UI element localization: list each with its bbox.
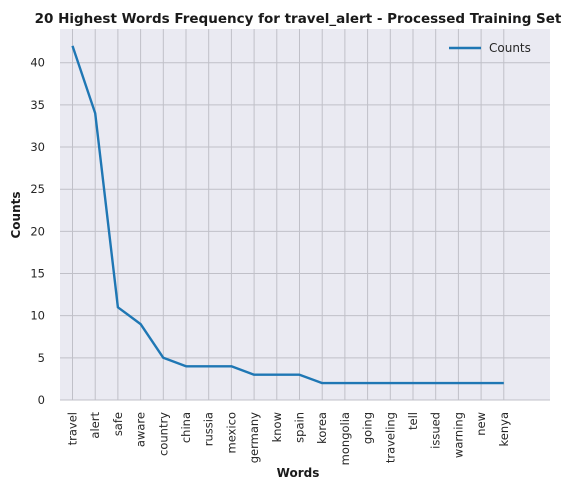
x-tick-label: warning xyxy=(451,412,465,458)
x-tick-label: mexico xyxy=(224,412,238,453)
x-tick-label: know xyxy=(270,412,284,442)
x-tick-label: traveling xyxy=(383,412,397,463)
y-tick-label: 30 xyxy=(30,140,45,154)
x-tick-label: country xyxy=(156,412,170,456)
x-axis-ticks: travel alert safe aware country china russia me… xyxy=(66,412,511,466)
x-tick-label: spain xyxy=(293,412,307,443)
x-tick-label: safe xyxy=(111,412,125,436)
x-axis-label: Words xyxy=(277,466,320,480)
x-tick-label: aware xyxy=(134,412,148,447)
series-line-counts xyxy=(71,45,504,385)
y-tick-label: 25 xyxy=(30,182,45,196)
y-tick-label: 15 xyxy=(30,267,45,281)
y-tick-label: 40 xyxy=(30,56,45,70)
x-tick-label: mongolia xyxy=(338,412,352,465)
y-axis-label: Counts xyxy=(9,191,23,238)
x-tick-label: kenya xyxy=(497,412,511,446)
x-tick-label: going xyxy=(361,412,375,444)
y-tick-label: 35 xyxy=(30,98,45,112)
x-tick-label: germany xyxy=(247,412,261,463)
x-tick-label: issued xyxy=(429,412,443,449)
x-tick-label: tell xyxy=(406,412,420,430)
x-tick-label: korea xyxy=(315,412,329,444)
x-tick-label: china xyxy=(179,412,193,443)
plot-area xyxy=(60,29,550,400)
grid-lines xyxy=(60,29,550,401)
legend: Counts xyxy=(449,41,531,55)
y-axis-ticks: 0 5 10 15 20 25 30 35 40 xyxy=(30,56,45,407)
x-tick-label: new xyxy=(474,412,488,436)
y-tick-label: 10 xyxy=(30,309,45,323)
y-tick-label: 0 xyxy=(38,393,45,407)
y-tick-label: 5 xyxy=(38,351,45,365)
chart-title: 20 Highest Words Frequency for travel_al… xyxy=(35,11,562,27)
x-tick-label: travel xyxy=(66,412,80,445)
y-tick-label: 20 xyxy=(30,224,45,238)
x-tick-label: alert xyxy=(88,412,102,439)
legend-label-counts: Counts xyxy=(489,41,531,55)
x-tick-label: russia xyxy=(202,412,216,446)
